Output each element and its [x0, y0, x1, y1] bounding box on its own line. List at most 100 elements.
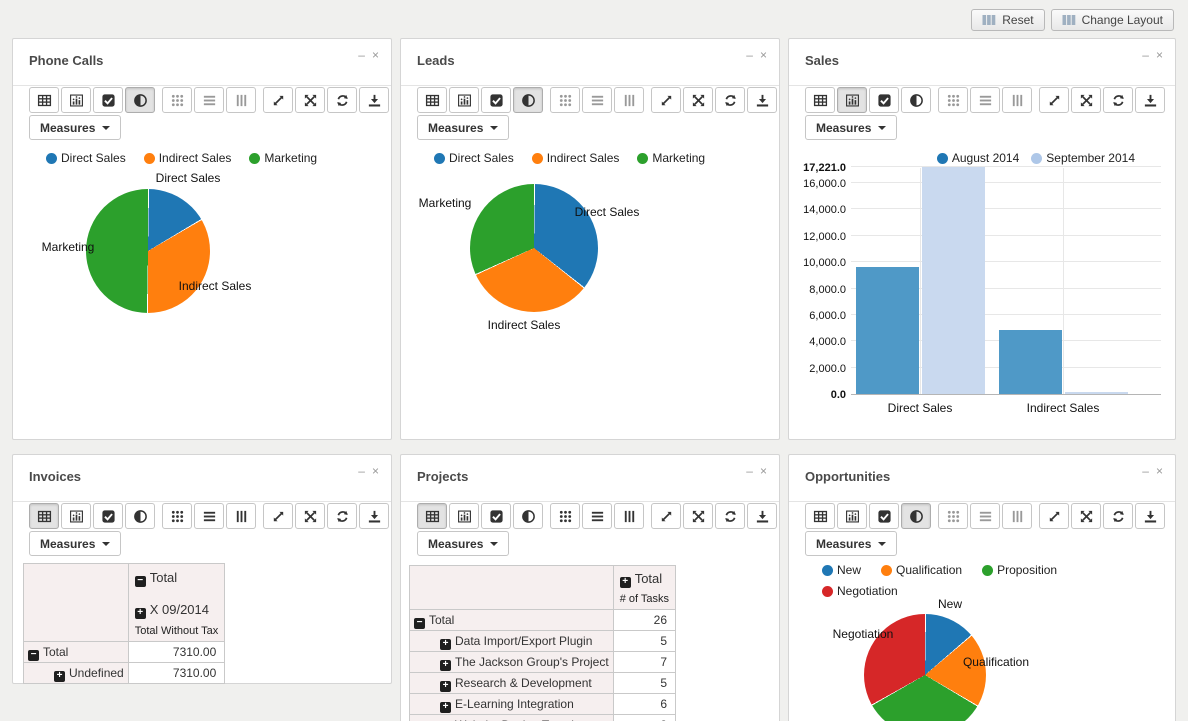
bar-direct-sales-september[interactable]	[922, 167, 985, 394]
close-button[interactable]: ×	[759, 48, 767, 62]
expand-button[interactable]	[263, 503, 293, 529]
expand-plus-icon[interactable]	[440, 702, 451, 713]
collapse-minus-icon[interactable]	[414, 618, 425, 629]
close-button[interactable]: ×	[759, 464, 767, 478]
grid-button[interactable]	[162, 503, 192, 529]
legend-item[interactable]: Indirect Sales	[531, 151, 619, 165]
rows-button[interactable]	[970, 503, 1000, 529]
minimize-button[interactable]: –	[358, 464, 365, 478]
bar-chart-view-button[interactable]	[61, 87, 91, 113]
table-view-button[interactable]	[29, 503, 59, 529]
table-view-button[interactable]	[417, 87, 447, 113]
move-button[interactable]	[683, 87, 713, 113]
row-header[interactable]: E-Learning Integration	[409, 693, 614, 715]
minimize-button[interactable]: –	[358, 48, 365, 62]
pie-chart-view-button[interactable]	[125, 87, 155, 113]
expand-button[interactable]	[1039, 503, 1069, 529]
bar-chart-view-button[interactable]	[449, 503, 479, 529]
move-button[interactable]	[295, 503, 325, 529]
expand-button[interactable]	[651, 503, 681, 529]
expand-button[interactable]	[651, 87, 681, 113]
row-header[interactable]: Data Import/Export Plugin	[409, 630, 614, 652]
columns-button[interactable]	[226, 503, 256, 529]
checkbox-view-button[interactable]	[869, 503, 899, 529]
collapse-minus-icon[interactable]	[134, 576, 146, 587]
grid-button[interactable]	[938, 87, 968, 113]
row-header[interactable]: Undefined	[23, 662, 129, 684]
checkbox-view-button[interactable]	[481, 87, 511, 113]
close-button[interactable]: ×	[1155, 464, 1163, 478]
columns-button[interactable]	[614, 503, 644, 529]
columns-button[interactable]	[1002, 87, 1032, 113]
grid-button[interactable]	[162, 87, 192, 113]
bar-chart-view-button[interactable]	[837, 87, 867, 113]
columns-button[interactable]	[226, 87, 256, 113]
bar-direct-sales-august[interactable]	[856, 266, 919, 394]
measures-dropdown[interactable]: Measures	[29, 115, 122, 140]
legend-item[interactable]: Direct Sales	[46, 151, 126, 165]
pie-chart[interactable]	[864, 614, 986, 721]
pie-chart-view-button[interactable]	[513, 503, 543, 529]
expand-plus-icon[interactable]	[440, 639, 451, 650]
table-view-button[interactable]	[805, 503, 835, 529]
bar-indirect-sales-august[interactable]	[999, 330, 1062, 394]
checkbox-view-button[interactable]	[93, 87, 123, 113]
measures-dropdown[interactable]: Measures	[805, 531, 898, 556]
row-header[interactable]: Website Design Templates	[409, 714, 614, 721]
expand-plus-icon[interactable]	[54, 671, 65, 682]
expand-button[interactable]	[263, 87, 293, 113]
measures-dropdown[interactable]: Measures	[29, 531, 122, 556]
pivot-column-header[interactable]: Total # of Tasks	[612, 565, 677, 610]
grid-button[interactable]	[938, 503, 968, 529]
row-header[interactable]: The Jackson Group's Project	[409, 651, 614, 673]
pie-chart-view-button[interactable]	[901, 503, 931, 529]
row-header[interactable]: Research & Development	[409, 672, 614, 694]
grid-button[interactable]	[550, 87, 580, 113]
close-button[interactable]: ×	[1155, 48, 1163, 62]
legend-item[interactable]: September 2014	[1031, 151, 1135, 165]
grid-button[interactable]	[550, 503, 580, 529]
refresh-button[interactable]	[327, 87, 357, 113]
pie-chart[interactable]	[470, 184, 598, 312]
legend-item[interactable]: Marketing	[637, 151, 705, 165]
download-button[interactable]	[747, 503, 777, 529]
checkbox-view-button[interactable]	[869, 87, 899, 113]
pie-chart-view-button[interactable]	[901, 87, 931, 113]
download-button[interactable]	[1135, 87, 1165, 113]
download-button[interactable]	[359, 503, 389, 529]
close-button[interactable]: ×	[371, 48, 379, 62]
download-button[interactable]	[1135, 503, 1165, 529]
expand-plus-icon[interactable]	[440, 660, 451, 671]
reset-button[interactable]: Reset	[971, 9, 1045, 31]
refresh-button[interactable]	[1103, 503, 1133, 529]
rows-button[interactable]	[582, 503, 612, 529]
measures-dropdown[interactable]: Measures	[417, 531, 510, 556]
table-view-button[interactable]	[29, 87, 59, 113]
refresh-button[interactable]	[715, 503, 745, 529]
columns-button[interactable]	[1002, 503, 1032, 529]
checkbox-view-button[interactable]	[93, 503, 123, 529]
download-button[interactable]	[747, 87, 777, 113]
bar-chart-view-button[interactable]	[449, 87, 479, 113]
collapse-minus-icon[interactable]	[28, 650, 39, 661]
close-button[interactable]: ×	[371, 464, 379, 478]
minimize-button[interactable]: –	[746, 464, 753, 478]
minimize-button[interactable]: –	[746, 48, 753, 62]
legend-item[interactable]: Marketing	[249, 151, 317, 165]
legend-item[interactable]: Indirect Sales	[143, 151, 231, 165]
refresh-button[interactable]	[1103, 87, 1133, 113]
minimize-button[interactable]: –	[1142, 464, 1149, 478]
refresh-button[interactable]	[715, 87, 745, 113]
change-layout-button[interactable]: Change Layout	[1050, 9, 1174, 31]
columns-button[interactable]	[614, 87, 644, 113]
legend-item[interactable]: Proposition	[982, 563, 1057, 577]
row-header[interactable]: Total	[409, 609, 614, 631]
row-header[interactable]: Total	[23, 641, 129, 663]
pivot-column-header[interactable]: Total X 09/2014 Total Without Tax	[127, 563, 226, 642]
rows-button[interactable]	[194, 87, 224, 113]
bar-indirect-sales-september[interactable]	[1065, 392, 1128, 394]
table-view-button[interactable]	[417, 503, 447, 529]
measures-dropdown[interactable]: Measures	[805, 115, 898, 140]
move-button[interactable]	[683, 503, 713, 529]
refresh-button[interactable]	[327, 503, 357, 529]
